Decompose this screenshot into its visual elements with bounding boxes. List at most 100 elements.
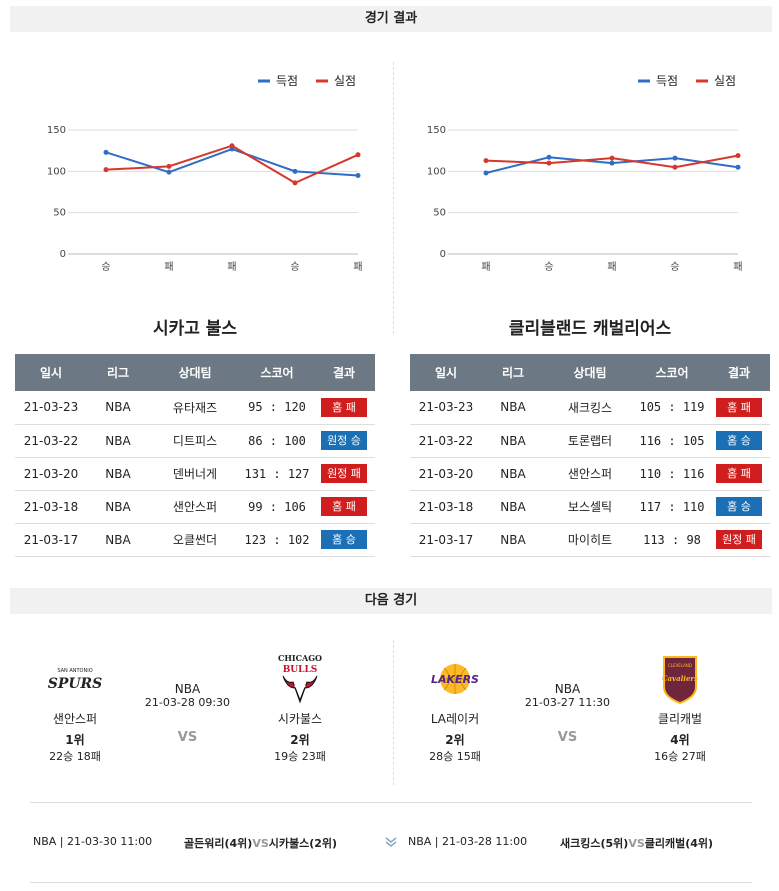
cell-league: NBA	[482, 424, 544, 458]
table-row[interactable]: 21-03-20 NBA 덴버너게 131 : 127 원정 패	[15, 457, 375, 491]
next-match-left[interactable]: SAN ANTONIO SPURS 샌안스퍼 1위 22승 18패 NBA 21…	[30, 650, 360, 780]
cell-score: 110 : 116	[636, 457, 708, 491]
cell-date: 21-03-18	[15, 490, 87, 524]
cell-result: 원정 패	[708, 523, 770, 557]
table-row[interactable]: 21-03-23 NBA 유타재즈 95 : 120 홈 패	[15, 391, 375, 425]
svg-text:CHICAGO: CHICAGO	[278, 653, 322, 663]
match-info: NBA 21-03-28 09:30	[125, 682, 250, 709]
table-row[interactable]: 21-03-18 NBA 샌안스퍼 99 : 106 홈 패	[15, 490, 375, 524]
lakers-logo-icon: LAKERS	[410, 650, 500, 708]
cell-opponent: 보스셀틱	[544, 490, 636, 524]
cell-score: 131 : 127	[241, 457, 313, 491]
cell-date: 21-03-22	[410, 424, 482, 458]
data-point	[355, 172, 361, 178]
cell-result: 홈 승	[708, 424, 770, 458]
x-tick-label: 패	[227, 261, 236, 273]
team-name: 시카불스	[277, 712, 323, 726]
line-chart-cleveland: 득점 실점 0 50 100 150 패 승 패 승 패	[427, 74, 743, 273]
match-league: NBA	[554, 682, 581, 696]
team-home[interactable]: LAKERS LA레이커 2위 28승 15패	[410, 650, 500, 764]
match-info: NBA 21-03-27 11:30	[505, 682, 630, 709]
team-name: LA레이커	[430, 712, 480, 726]
cell-result: 홈 패	[313, 490, 375, 524]
legend-label: 실점	[334, 74, 356, 88]
x-tick-label: 패	[353, 261, 362, 273]
y-tick-label: 0	[440, 249, 446, 260]
column-header: 결과	[313, 354, 375, 391]
x-tick-label: 승	[290, 261, 299, 273]
schedule-matchup-left[interactable]: 골든워리(4위)VS시카불스(2위)	[184, 835, 337, 851]
table-row[interactable]: 21-03-17 NBA 오클썬더 123 : 102 홈 승	[15, 523, 375, 557]
data-point	[546, 160, 552, 166]
next-match-right[interactable]: LAKERS LA레이커 2위 28승 15패 NBA 21-03-27 11:…	[410, 650, 740, 780]
schedule-matchup-right[interactable]: 새크킹스(5위)VS클리캐벌(4위)	[560, 835, 713, 851]
data-point	[355, 152, 361, 158]
data-point	[735, 164, 741, 170]
match-league: NBA	[174, 682, 201, 696]
y-tick-label: 100	[427, 166, 446, 177]
cell-opponent: 디트피스	[149, 424, 241, 458]
team-rank: 2위	[445, 733, 465, 747]
y-tick-label: 150	[47, 125, 66, 136]
data-point	[103, 149, 109, 155]
data-point	[166, 163, 172, 169]
cell-result: 홈 패	[708, 457, 770, 491]
cell-opponent: 샌안스퍼	[544, 457, 636, 491]
schedule-info-right: NBA | 21-03-28 11:00	[408, 835, 528, 848]
cell-league: NBA	[482, 457, 544, 491]
team-home[interactable]: SAN ANTONIO SPURS 샌안스퍼 1위 22승 18패	[30, 650, 120, 764]
cell-league: NBA	[87, 424, 149, 458]
cell-opponent: 샌안스퍼	[149, 490, 241, 524]
result-badge: 홈 승	[321, 530, 367, 549]
schedule-vs: VS	[628, 837, 645, 850]
table-row[interactable]: 21-03-22 NBA 디트피스 86 : 100 원정 승	[15, 424, 375, 458]
cell-score: 113 : 98	[636, 523, 708, 557]
x-tick-label: 승	[101, 261, 110, 273]
team-away[interactable]: CHICAGO BULLS 시카불스 2위 19승 23패	[255, 650, 345, 764]
bulls-logo-icon: CHICAGO BULLS	[255, 650, 345, 708]
data-point	[229, 143, 235, 149]
y-tick-label: 150	[427, 125, 446, 136]
column-header: 상대팀	[149, 354, 241, 391]
data-point	[735, 153, 741, 159]
cell-date: 21-03-20	[15, 457, 87, 491]
x-tick-label: 패	[607, 261, 616, 273]
column-header: 일시	[410, 354, 482, 391]
chevron-down-icon[interactable]	[384, 835, 398, 852]
cell-result: 원정 패	[313, 457, 375, 491]
cavaliers-logo-icon: CLEVELAND Cavaliers	[635, 650, 725, 708]
schedule-info-left: NBA | 21-03-30 11:00	[33, 835, 153, 848]
data-point	[672, 164, 678, 170]
cell-result: 홈 패	[313, 391, 375, 425]
table-row[interactable]: 21-03-18 NBA 보스셀틱 117 : 110 홈 승	[410, 490, 770, 524]
result-badge: 원정 승	[321, 431, 367, 450]
table-row[interactable]: 21-03-17 NBA 마이히트 113 : 98 원정 패	[410, 523, 770, 557]
table-row[interactable]: 21-03-23 NBA 새크킹스 105 : 119 홈 패	[410, 391, 770, 425]
data-point	[672, 155, 678, 161]
legend-label: 실점	[714, 74, 736, 88]
data-point	[292, 168, 298, 174]
cell-league: NBA	[87, 523, 149, 557]
schedule-row[interactable]: NBA | 21-03-30 11:00 골든워리(4위)VS시카불스(2위) …	[0, 835, 779, 851]
line-chart-chicago: 득점 실점 0 50 100 150 승 패 패 승 패	[47, 74, 363, 273]
team-rank: 1위	[65, 733, 85, 747]
table-row[interactable]: 21-03-22 NBA 토론랩터 116 : 105 홈 승	[410, 424, 770, 458]
schedule-team-b: 클리캐벌(4위)	[644, 837, 714, 850]
cell-league: NBA	[87, 457, 149, 491]
cell-league: NBA	[87, 391, 149, 425]
vs-label: VS	[177, 730, 198, 745]
team-away[interactable]: CLEVELAND Cavaliers 클리캐벌 4위 16승 27패	[635, 650, 725, 764]
svg-text:LAKERS: LAKERS	[431, 673, 479, 686]
svg-text:Cavaliers: Cavaliers	[662, 674, 698, 683]
cell-date: 21-03-17	[15, 523, 87, 557]
cell-opponent: 토론랩터	[544, 424, 636, 458]
column-header: 스코어	[636, 354, 708, 391]
next-header: 다음 경기	[10, 588, 772, 614]
table-row[interactable]: 21-03-20 NBA 샌안스퍼 110 : 116 홈 패	[410, 457, 770, 491]
cell-league: NBA	[482, 391, 544, 425]
schedule-divider-bottom	[30, 882, 752, 883]
team-record: 28승 15패	[429, 750, 481, 763]
column-header: 결과	[708, 354, 770, 391]
cell-result: 홈 승	[708, 490, 770, 524]
